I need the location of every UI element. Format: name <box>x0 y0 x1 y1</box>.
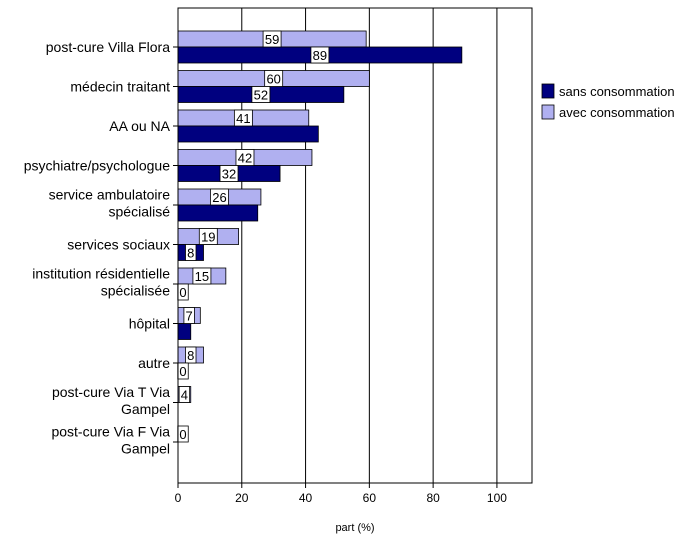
data-label-group: 26 <box>210 188 229 206</box>
data-label-group: 42 <box>235 149 255 166</box>
data-label: 4 <box>181 388 188 403</box>
data-label-group: 19 <box>198 228 218 245</box>
category-label: médecin traitant <box>70 79 170 95</box>
plot-frame <box>177 7 533 484</box>
data-label-box <box>178 386 191 403</box>
data-label-group: 0 <box>177 283 189 301</box>
data-label: 0 <box>179 427 186 442</box>
data-label-box <box>192 267 212 285</box>
legend-swatch-sans-consommation <box>541 83 555 99</box>
x-tick-label: 0 <box>175 491 182 505</box>
data-label: 42 <box>238 151 252 166</box>
category-label: autre <box>138 355 170 371</box>
data-label-group: 59 <box>262 30 282 48</box>
data-label-box <box>235 149 255 166</box>
x-tick-label: 40 <box>299 491 313 505</box>
category-labels: post-cure Villa Flora médecin traitant AA … <box>24 39 178 457</box>
category-label: service ambulatoire <box>49 187 171 203</box>
data-label-group: 8 <box>185 244 197 261</box>
data-label-box <box>233 109 253 127</box>
data-label: 7 <box>186 309 193 324</box>
x-axis-title: part (%) <box>335 522 374 534</box>
data-label-box <box>251 86 271 103</box>
data-label-group: 4 <box>178 386 191 403</box>
data-label-group: 52 <box>251 86 271 103</box>
data-label-group: 15 <box>192 267 212 285</box>
data-label: 59 <box>265 32 279 47</box>
data-label: 19 <box>201 230 215 245</box>
legend: sans consommation avec consommation <box>541 83 675 120</box>
data-label: 32 <box>222 167 236 182</box>
data-label: 60 <box>266 72 280 87</box>
bar-sans <box>177 125 319 143</box>
category-label: spécialisé <box>109 204 171 220</box>
category-label: Gampel <box>121 401 170 417</box>
data-label-box <box>219 165 239 182</box>
data-label: 41 <box>236 111 250 126</box>
bars <box>177 30 463 403</box>
data-label-group: 89 <box>310 46 330 64</box>
data-label-group: 7 <box>183 307 195 324</box>
bar-sans <box>177 323 192 340</box>
data-label-box <box>198 228 218 245</box>
category-label: AA ou NA <box>109 118 170 134</box>
data-label: 15 <box>195 269 209 284</box>
data-label: 0 <box>179 364 186 379</box>
bar-sans <box>177 204 259 222</box>
data-label: 52 <box>254 88 268 103</box>
data-label-group: 32 <box>219 165 239 182</box>
data-label: 8 <box>187 348 194 363</box>
category-label: post-cure Villa Flora <box>46 39 170 55</box>
category-label: post-cure Via F Via <box>51 424 170 440</box>
data-label-box <box>262 30 282 48</box>
data-label-group: 41 <box>233 109 253 127</box>
x-tick-label: 100 <box>487 491 507 505</box>
data-label: 89 <box>313 48 327 63</box>
category-label: services sociaux <box>67 237 170 253</box>
category-label: psychiatre/psychologue <box>24 158 171 174</box>
data-label-group: 0 <box>177 362 189 380</box>
data-label-box <box>185 244 197 261</box>
data-label-group: 60 <box>264 70 284 87</box>
x-tick-label: 80 <box>426 491 440 505</box>
data-label-box <box>183 307 195 324</box>
category-label: spécialisée <box>101 283 170 299</box>
x-tick-labels: 0 20 40 60 80 100 <box>175 483 507 505</box>
x-tick-label: 60 <box>363 491 377 505</box>
data-label-group: 8 <box>185 346 197 364</box>
legend-label-avec-consommation: avec consommation <box>559 105 675 120</box>
category-label: post-cure Via T Via <box>52 384 170 400</box>
category-label: Gampel <box>121 441 170 457</box>
x-tick-label: 20 <box>235 491 249 505</box>
data-label-group: 0 <box>177 425 189 443</box>
data-label-box <box>310 46 330 64</box>
data-label-box <box>185 346 197 364</box>
data-label: 0 <box>179 285 186 300</box>
category-label: hôpital <box>129 316 170 332</box>
data-label: 26 <box>212 190 226 205</box>
legend-swatch-avec-consommation <box>541 104 555 120</box>
data-label-box <box>210 188 229 206</box>
category-label: institution résidentielle <box>32 266 170 282</box>
data-label: 8 <box>187 246 194 261</box>
data-label-box <box>264 70 284 87</box>
legend-label-sans-consommation: sans consommation <box>559 84 675 99</box>
